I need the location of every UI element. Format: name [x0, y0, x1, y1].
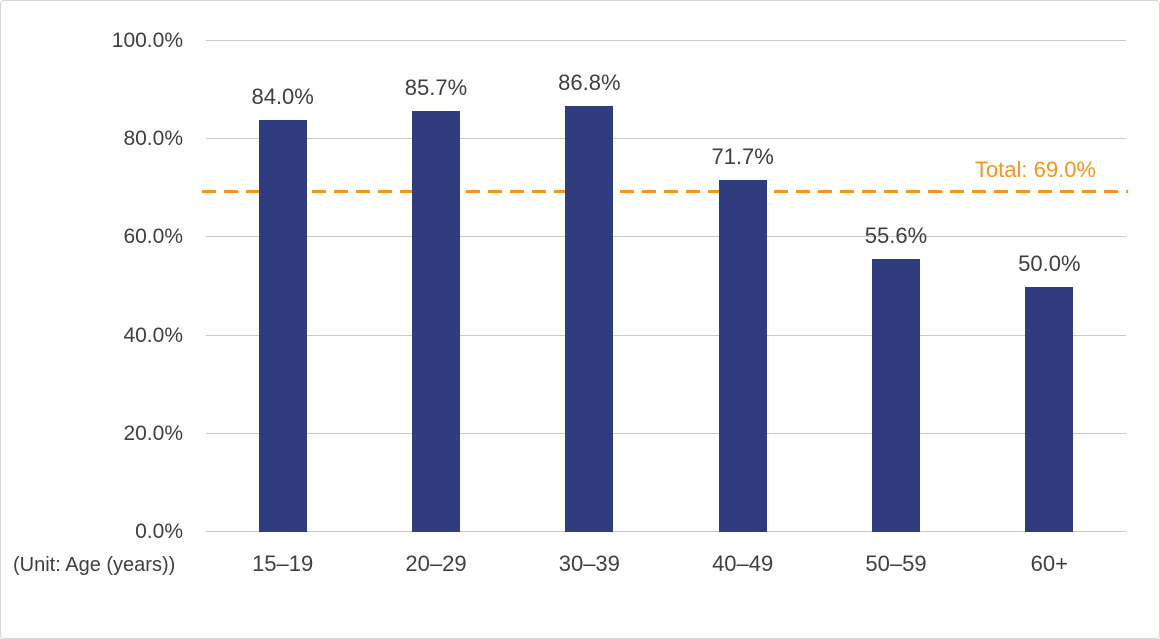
bar [1025, 286, 1074, 532]
gridline [206, 432, 1126, 434]
x-category-label: 50–59 [865, 551, 927, 576]
bar [718, 179, 767, 532]
gridline [206, 531, 1126, 532]
y-tick-label: 100.0% [111, 29, 183, 52]
gridline [206, 138, 1126, 140]
gridline [206, 236, 1126, 238]
gridline [206, 40, 1126, 41]
x-category-label: 15–19 [252, 551, 314, 576]
y-tick-label: 20.0% [123, 421, 183, 445]
bar-slot: 85.7% [359, 41, 512, 532]
bar-value-label: 71.7% [711, 143, 774, 169]
gridline [206, 334, 1126, 336]
x-category-label: 30–39 [558, 551, 620, 576]
bar-slot: 84.0% [206, 41, 359, 532]
y-axis: 100.0% 80.0% 60.0% 40.0% 20.0% 0.0% [1, 29, 191, 543]
y-tick-label: 40.0% [123, 323, 183, 347]
x-category-label: 20–29 [405, 551, 467, 576]
bar [565, 105, 614, 532]
plot-area: Total: 69.0% 84.0% 85.7% 86.8% 71.7% 55.6% 50… [202, 40, 1128, 532]
x-category-label: 60+ [1030, 551, 1068, 576]
bar [411, 111, 460, 532]
y-tick-label: 80.0% [123, 127, 183, 151]
x-axis: 15–19 20–29 30–39 40–49 50–59 60+ [206, 551, 1126, 585]
bar [871, 259, 920, 532]
total-line-label: Total: 69.0% [974, 157, 1096, 183]
total-line [202, 190, 1128, 194]
bar-slot: 71.7% [666, 41, 819, 532]
bar-value-label: 84.0% [251, 83, 314, 109]
bar-slot: 55.6% [819, 41, 972, 532]
bar-value-label: 85.7% [404, 75, 468, 101]
y-tick-label: 0.0% [135, 520, 183, 543]
bar-slot: 50.0% [973, 41, 1126, 532]
bar-value-label: 86.8% [558, 69, 621, 95]
bar [258, 119, 307, 532]
bar-slot: 86.8% [513, 41, 666, 532]
x-category-label: 40–49 [712, 551, 774, 576]
unit-note: (Unit: Age (years)) [13, 554, 176, 576]
y-tick-label: 60.0% [123, 225, 183, 249]
bar-value-label: 55.6% [864, 223, 928, 249]
bar-value-label: 50.0% [1018, 250, 1081, 276]
